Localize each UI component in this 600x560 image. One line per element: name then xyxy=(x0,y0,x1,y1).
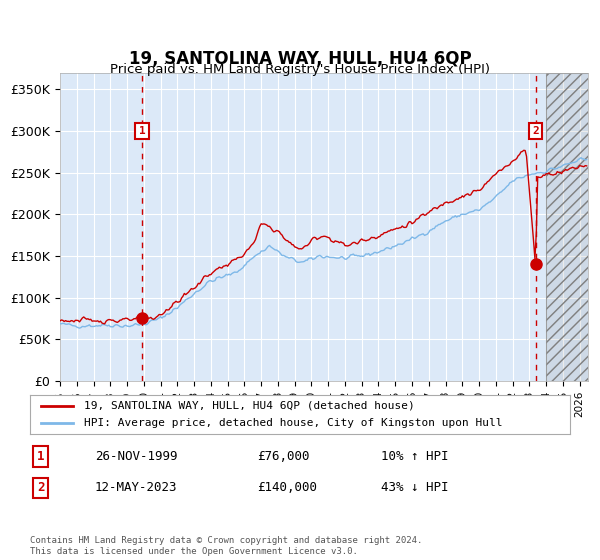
Bar xyxy=(546,73,600,381)
Text: 19, SANTOLINA WAY, HULL, HU4 6QP (detached house): 19, SANTOLINA WAY, HULL, HU4 6QP (detach… xyxy=(84,401,415,411)
Text: 43% ↓ HPI: 43% ↓ HPI xyxy=(381,481,449,494)
Bar xyxy=(546,73,600,381)
Text: 1: 1 xyxy=(139,126,146,136)
Text: 2: 2 xyxy=(532,126,539,136)
Text: 10% ↑ HPI: 10% ↑ HPI xyxy=(381,450,449,463)
Text: 2: 2 xyxy=(37,481,44,494)
Text: £140,000: £140,000 xyxy=(257,481,317,494)
Text: Contains HM Land Registry data © Crown copyright and database right 2024.
This d: Contains HM Land Registry data © Crown c… xyxy=(30,536,422,556)
Text: 19, SANTOLINA WAY, HULL, HU4 6QP: 19, SANTOLINA WAY, HULL, HU4 6QP xyxy=(128,50,472,68)
Text: £76,000: £76,000 xyxy=(257,450,310,463)
Text: Price paid vs. HM Land Registry's House Price Index (HPI): Price paid vs. HM Land Registry's House … xyxy=(110,63,490,77)
Text: 1: 1 xyxy=(37,450,44,463)
Text: HPI: Average price, detached house, City of Kingston upon Hull: HPI: Average price, detached house, City… xyxy=(84,418,503,428)
Text: 12-MAY-2023: 12-MAY-2023 xyxy=(95,481,178,494)
Text: 26-NOV-1999: 26-NOV-1999 xyxy=(95,450,178,463)
